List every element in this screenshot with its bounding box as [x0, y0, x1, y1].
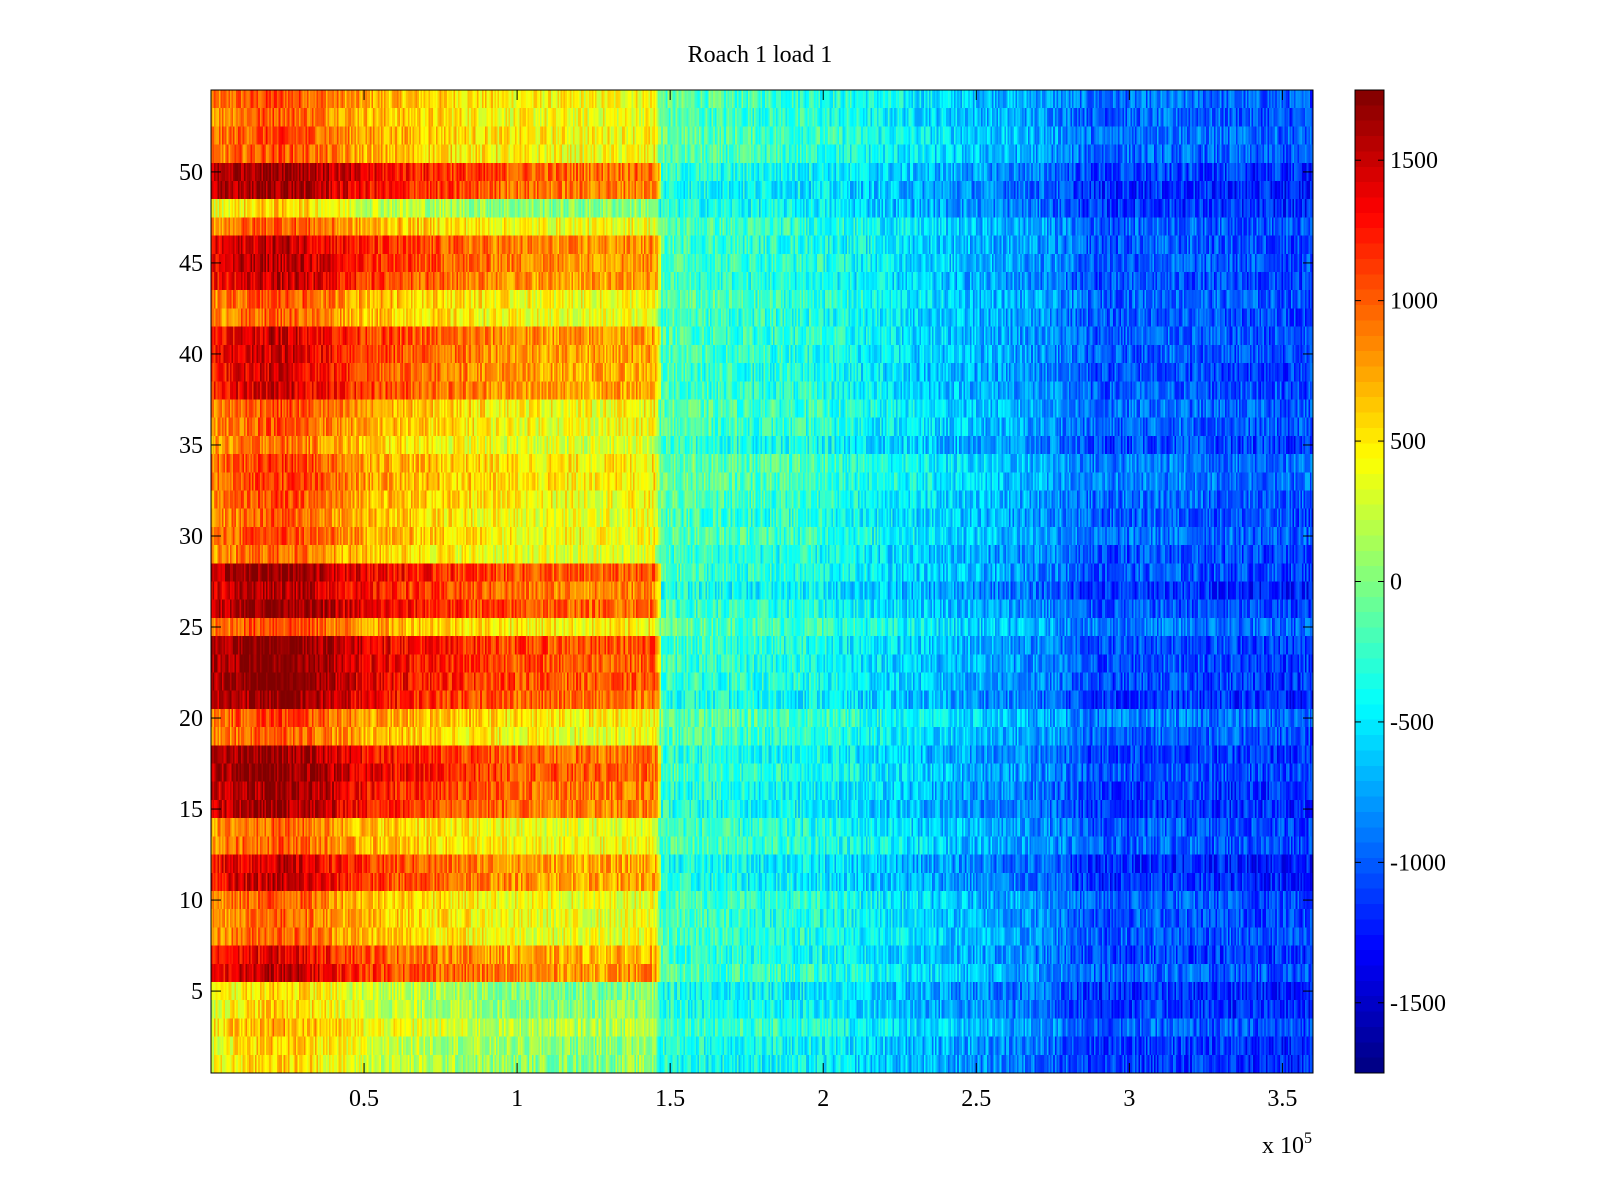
x-tick-label: 1 — [511, 1086, 523, 1112]
x-tick-label: 2.5 — [961, 1086, 991, 1112]
y-tick-label: 5 — [191, 979, 203, 1005]
colorbar-tick-label: -1500 — [1390, 991, 1446, 1017]
heatmap-image — [211, 90, 1313, 1073]
y-tick-label: 40 — [179, 342, 203, 368]
y-tick-label: 20 — [179, 706, 203, 732]
chart-title: Roach 1 load 1 — [687, 42, 833, 68]
y-tick-label: 10 — [179, 888, 203, 914]
y-tick-label: 45 — [179, 251, 203, 277]
y-axis: 5 10 15 20 25 30 35 40 45 50 — [179, 160, 1313, 1005]
y-tick-label: 50 — [179, 160, 203, 186]
colorbar-tick-label: 1000 — [1390, 289, 1438, 315]
colorbar-frame — [1354, 89, 1385, 1074]
x-tick-label: 0.5 — [349, 1086, 379, 1112]
plot-frame — [210, 89, 1314, 1074]
colorbar-tick-label: 1500 — [1390, 148, 1438, 174]
colorbar-tick-label: 0 — [1390, 570, 1402, 596]
x-axis: 0.5 1 1.5 2 2.5 3 3.5 — [349, 90, 1297, 1112]
colorbar-tick-label: -1000 — [1390, 850, 1446, 876]
x-multiplier-label: x 105 — [1262, 1130, 1312, 1159]
x-tick-label: 3 — [1123, 1086, 1135, 1112]
x-tick-label: 2 — [817, 1086, 829, 1112]
colorbar-axis: 1500 1000 500 0 -500 -1000 -1500 — [1355, 148, 1446, 1017]
x-tick-label: 1.5 — [655, 1086, 685, 1112]
y-tick-label: 25 — [179, 615, 203, 641]
colorbar-tick-label: -500 — [1390, 710, 1434, 736]
y-tick-label: 35 — [179, 433, 203, 459]
y-tick-label: 30 — [179, 524, 203, 550]
x-tick-label: 3.5 — [1267, 1086, 1297, 1112]
colorbar-tick-label: 500 — [1390, 429, 1426, 455]
y-tick-label: 15 — [179, 797, 203, 823]
